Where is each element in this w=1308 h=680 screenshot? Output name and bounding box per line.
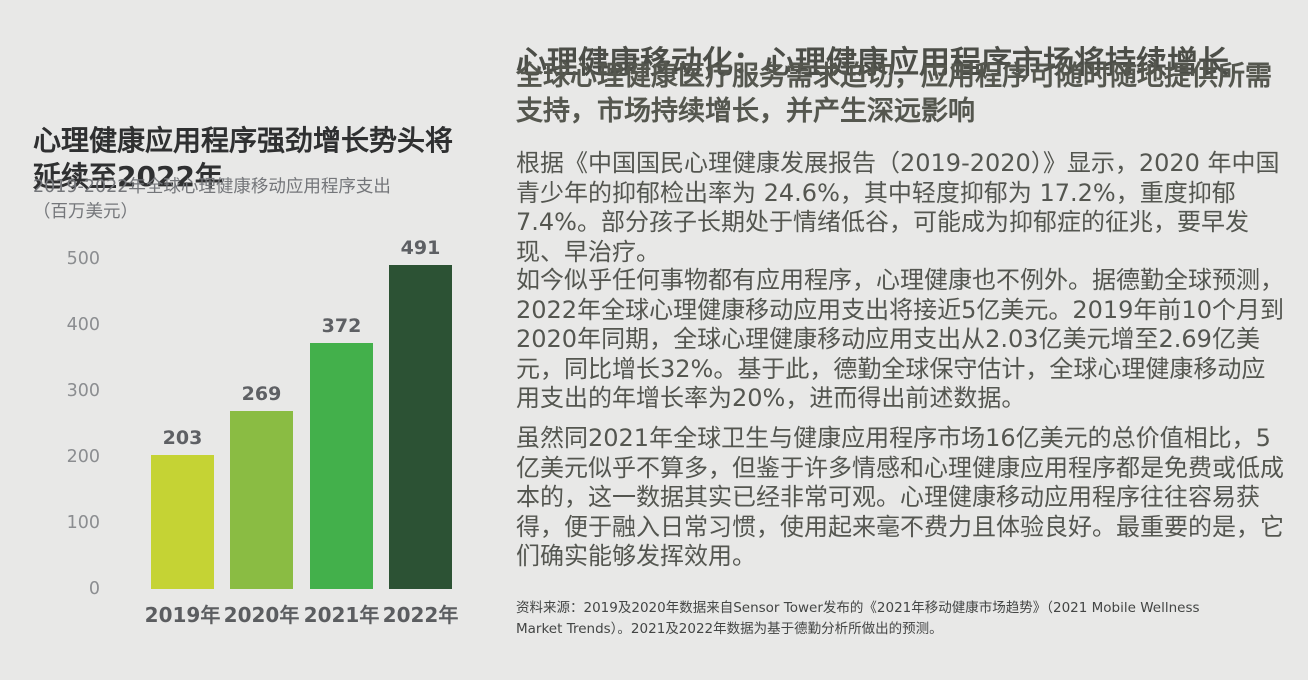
article-paragraph: 根据《中国国民心理健康发展报告（2019-2020）》显示，2020 年中国青少…	[516, 149, 1280, 266]
bar-group: 203 2019年	[145, 249, 221, 627]
y-axis-tick-label: 400	[66, 315, 100, 335]
x-axis-label: 2020年	[223, 603, 300, 627]
y-axis-tick-label: 300	[66, 381, 100, 401]
bar-value-label: 269	[241, 383, 282, 405]
x-axis-label: 2021年	[303, 603, 380, 627]
bar-group: 269 2020年	[224, 249, 300, 627]
bar-group: 372 2021年	[304, 249, 380, 627]
bar	[230, 411, 293, 589]
y-axis-tick-label: 200	[66, 447, 100, 467]
bar-value-label: 372	[321, 315, 362, 337]
source-note: 资料来源：2019及2020年数据来自Sensor Tower发布的《2021年…	[516, 600, 1200, 637]
chart-subtitle-block: 2019-2022年全球心理健康移动应用程序支出 （百万美元）	[33, 175, 473, 225]
bar	[389, 265, 452, 589]
bar-value-label: 203	[162, 427, 203, 449]
article-paragraph: 如今似乎任何事物都有应用程序，心理健康也不例外。据德勤全球预测，2022年全球心…	[516, 266, 1284, 413]
chart-title: 心理健康应用程序强劲增长势头将延续至2022年	[33, 124, 454, 194]
bar-value-label: 491	[400, 237, 441, 259]
y-axis-tick-label: 100	[66, 513, 100, 533]
x-axis-label: 2019年	[144, 603, 221, 627]
y-axis-tick-label: 0	[88, 579, 100, 599]
article-title: 心理健康移动化：心理健康应用程序市场将持续增长	[516, 44, 1229, 81]
x-axis-label: 2022年	[382, 603, 459, 627]
article-paragraph: 虽然同2021年全球卫生与健康应用程序市场16亿美元的总价值相比，5亿美元似乎不…	[516, 424, 1284, 571]
y-axis-tick-label: 500	[66, 249, 100, 269]
chart-subtitle: 2019-2022年全球心理健康移动应用程序支出	[33, 177, 391, 197]
bar	[151, 455, 214, 589]
bar-group: 491 2022年	[383, 237, 459, 627]
article-lede: 全球心理健康医疗服务需求迫切，应用程序可随时随地提供所需支持，市场持续增长，并产…	[516, 61, 1272, 127]
bar-chart-plot: 500 400 300 200 100 0 203 2019年 269 2020年 372 2021年…	[0, 237, 500, 627]
chart-unit-label: （百万美元）	[33, 201, 138, 222]
bar	[310, 343, 373, 589]
